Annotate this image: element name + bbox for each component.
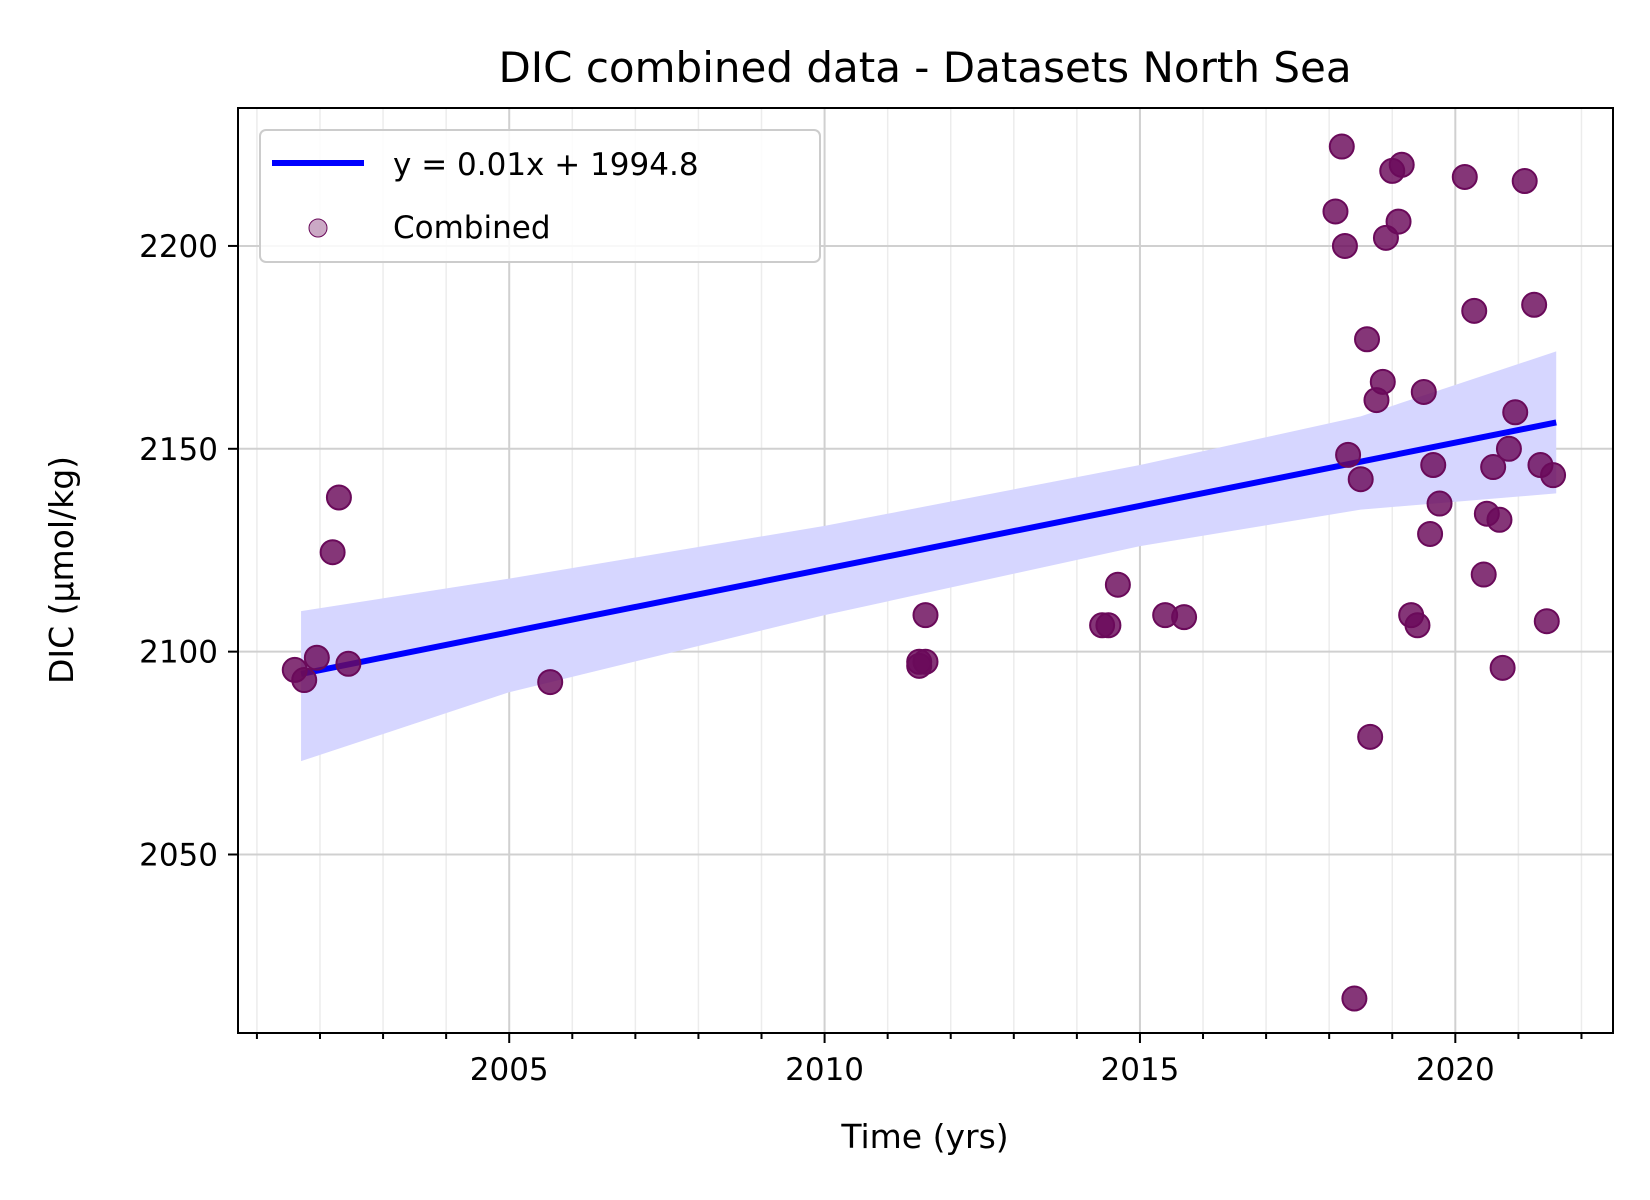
data-point xyxy=(1426,490,1453,517)
data-point xyxy=(912,648,939,675)
data-point xyxy=(1328,133,1355,160)
data-point xyxy=(1470,561,1497,588)
data-point xyxy=(1486,506,1513,533)
regression-line xyxy=(300,419,1557,677)
legend-fit-label: y = 0.01x + 1994.8 xyxy=(393,147,699,183)
data-point xyxy=(1347,466,1374,493)
data-point xyxy=(1171,604,1198,631)
data-point xyxy=(291,667,318,694)
data-point xyxy=(537,669,564,696)
data-point xyxy=(1341,985,1368,1012)
y-tick-label: 2100 xyxy=(139,635,218,671)
legend-box xyxy=(259,129,821,263)
confidence-band-layer xyxy=(301,351,1557,762)
x-axis-label: Time (yrs) xyxy=(840,1117,1008,1156)
data-point xyxy=(303,644,330,671)
plot-frame xyxy=(237,107,1614,1034)
data-point xyxy=(1502,399,1529,426)
data-point xyxy=(912,602,939,629)
data-point xyxy=(1335,441,1362,468)
data-point xyxy=(319,539,346,566)
x-tick-label: 2005 xyxy=(470,1052,549,1088)
data-point xyxy=(1354,326,1381,353)
data-point xyxy=(1533,608,1560,635)
data-point xyxy=(1495,435,1522,462)
chart-title: DIC combined data - Datasets North Sea xyxy=(498,43,1351,92)
x-tick-label: 2010 xyxy=(785,1052,864,1088)
data-point xyxy=(1104,571,1131,598)
data-point xyxy=(1331,232,1358,259)
data-point xyxy=(1489,654,1516,681)
data-point xyxy=(1404,612,1431,639)
x-tick-label: 2020 xyxy=(1416,1052,1495,1088)
y-axis-ticks: 2050 2100 2150 2200 xyxy=(139,229,238,873)
data-point xyxy=(1420,452,1447,479)
fit-line-layer xyxy=(300,419,1557,677)
legend: y = 0.01x + 1994.8 Combined xyxy=(259,129,821,263)
x-tick-label: 2015 xyxy=(1100,1052,1179,1088)
y-axis-label: DIC (µmol/kg) xyxy=(42,456,81,684)
data-point xyxy=(1480,454,1507,481)
data-point xyxy=(335,650,362,677)
data-point xyxy=(1357,723,1384,750)
legend-combined-label: Combined xyxy=(393,210,551,246)
data-point xyxy=(1540,462,1567,489)
y-tick-label: 2050 xyxy=(139,837,218,873)
data-point xyxy=(1385,208,1412,235)
legend-combined-swatch xyxy=(308,218,328,238)
data-point xyxy=(1369,368,1396,395)
confidence-band xyxy=(301,351,1557,762)
data-point xyxy=(1322,198,1349,225)
y-tick-label: 2200 xyxy=(139,229,218,265)
x-axis-ticks: 2005 2010 2015 2020 xyxy=(255,1033,1583,1088)
data-point xyxy=(1521,291,1548,318)
data-point xyxy=(1388,151,1415,178)
data-point xyxy=(1461,297,1488,324)
data-point xyxy=(1095,612,1122,639)
data-point xyxy=(1417,520,1444,547)
data-point xyxy=(325,484,352,511)
data-point xyxy=(1451,163,1478,190)
data-point xyxy=(1410,378,1437,405)
data-point xyxy=(1511,168,1538,195)
data-points-layer xyxy=(281,133,1567,1012)
y-tick-label: 2150 xyxy=(139,432,218,468)
